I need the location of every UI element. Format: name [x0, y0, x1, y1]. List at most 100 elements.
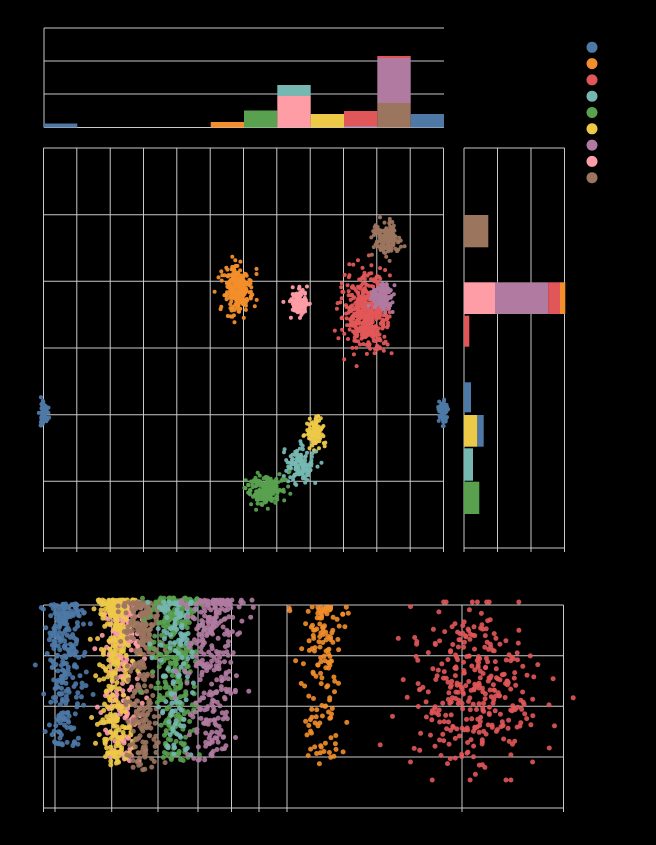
point — [304, 732, 310, 738]
point — [96, 599, 102, 605]
point — [297, 446, 302, 451]
point — [210, 748, 216, 754]
point — [234, 278, 239, 283]
point — [305, 608, 311, 614]
point — [374, 239, 379, 244]
point — [186, 671, 192, 676]
point — [151, 759, 157, 764]
point — [354, 318, 359, 323]
point — [142, 754, 148, 760]
point — [486, 712, 492, 717]
point — [72, 711, 78, 717]
point — [385, 325, 390, 330]
point — [144, 673, 150, 679]
point — [546, 745, 552, 751]
point — [387, 273, 392, 278]
point — [115, 609, 121, 615]
point — [263, 488, 268, 493]
point — [134, 600, 140, 606]
point — [115, 658, 121, 664]
point — [374, 313, 379, 318]
point — [453, 652, 458, 658]
point — [474, 707, 479, 712]
point — [460, 623, 466, 629]
point — [378, 245, 383, 250]
point — [375, 343, 380, 348]
point — [329, 706, 335, 711]
point — [120, 614, 125, 620]
point — [320, 625, 326, 631]
point — [299, 646, 305, 652]
point — [36, 410, 41, 415]
cluster-green — [242, 469, 293, 512]
point — [339, 285, 344, 290]
point — [518, 697, 524, 703]
point — [214, 649, 219, 654]
point — [459, 725, 465, 731]
point — [379, 301, 384, 306]
point — [122, 604, 128, 609]
point — [444, 726, 450, 732]
point — [312, 720, 318, 726]
cluster-blue-right — [436, 397, 451, 429]
point — [352, 338, 357, 343]
point — [113, 613, 119, 619]
point — [77, 673, 83, 679]
point — [340, 327, 345, 332]
point — [168, 712, 174, 718]
point — [64, 725, 70, 730]
point — [172, 694, 178, 700]
point — [440, 700, 446, 706]
point — [317, 720, 323, 726]
point — [387, 310, 392, 315]
point — [511, 675, 517, 681]
point — [128, 668, 133, 674]
point — [51, 638, 57, 644]
point — [446, 719, 451, 725]
point — [445, 761, 450, 767]
point — [442, 629, 448, 635]
point — [312, 431, 317, 436]
point — [191, 755, 197, 761]
point — [436, 418, 441, 423]
point — [124, 663, 130, 669]
point — [472, 646, 477, 652]
point — [440, 731, 446, 737]
point — [193, 700, 199, 706]
point — [114, 756, 120, 762]
point — [155, 626, 161, 632]
point — [135, 719, 141, 725]
point — [279, 478, 284, 483]
point — [476, 729, 482, 735]
point — [469, 716, 475, 722]
point — [222, 659, 227, 665]
point — [217, 597, 223, 603]
point — [287, 469, 292, 474]
point — [246, 688, 252, 694]
point — [115, 715, 121, 721]
point — [384, 254, 389, 259]
point — [264, 492, 268, 497]
point — [361, 342, 366, 347]
point — [304, 302, 308, 307]
point — [206, 740, 212, 746]
point — [224, 293, 229, 298]
panel-grid — [43, 147, 444, 552]
point — [241, 315, 246, 320]
point — [190, 690, 195, 696]
point — [493, 635, 499, 641]
point — [237, 297, 242, 302]
point — [177, 699, 183, 705]
point — [96, 732, 102, 738]
point — [210, 631, 215, 637]
point — [359, 326, 364, 330]
point — [414, 641, 420, 647]
point — [293, 481, 298, 486]
point — [171, 742, 177, 748]
point — [503, 638, 509, 644]
point — [156, 664, 162, 670]
point — [213, 598, 219, 604]
point — [369, 252, 374, 257]
point — [322, 444, 327, 449]
point — [214, 747, 220, 752]
